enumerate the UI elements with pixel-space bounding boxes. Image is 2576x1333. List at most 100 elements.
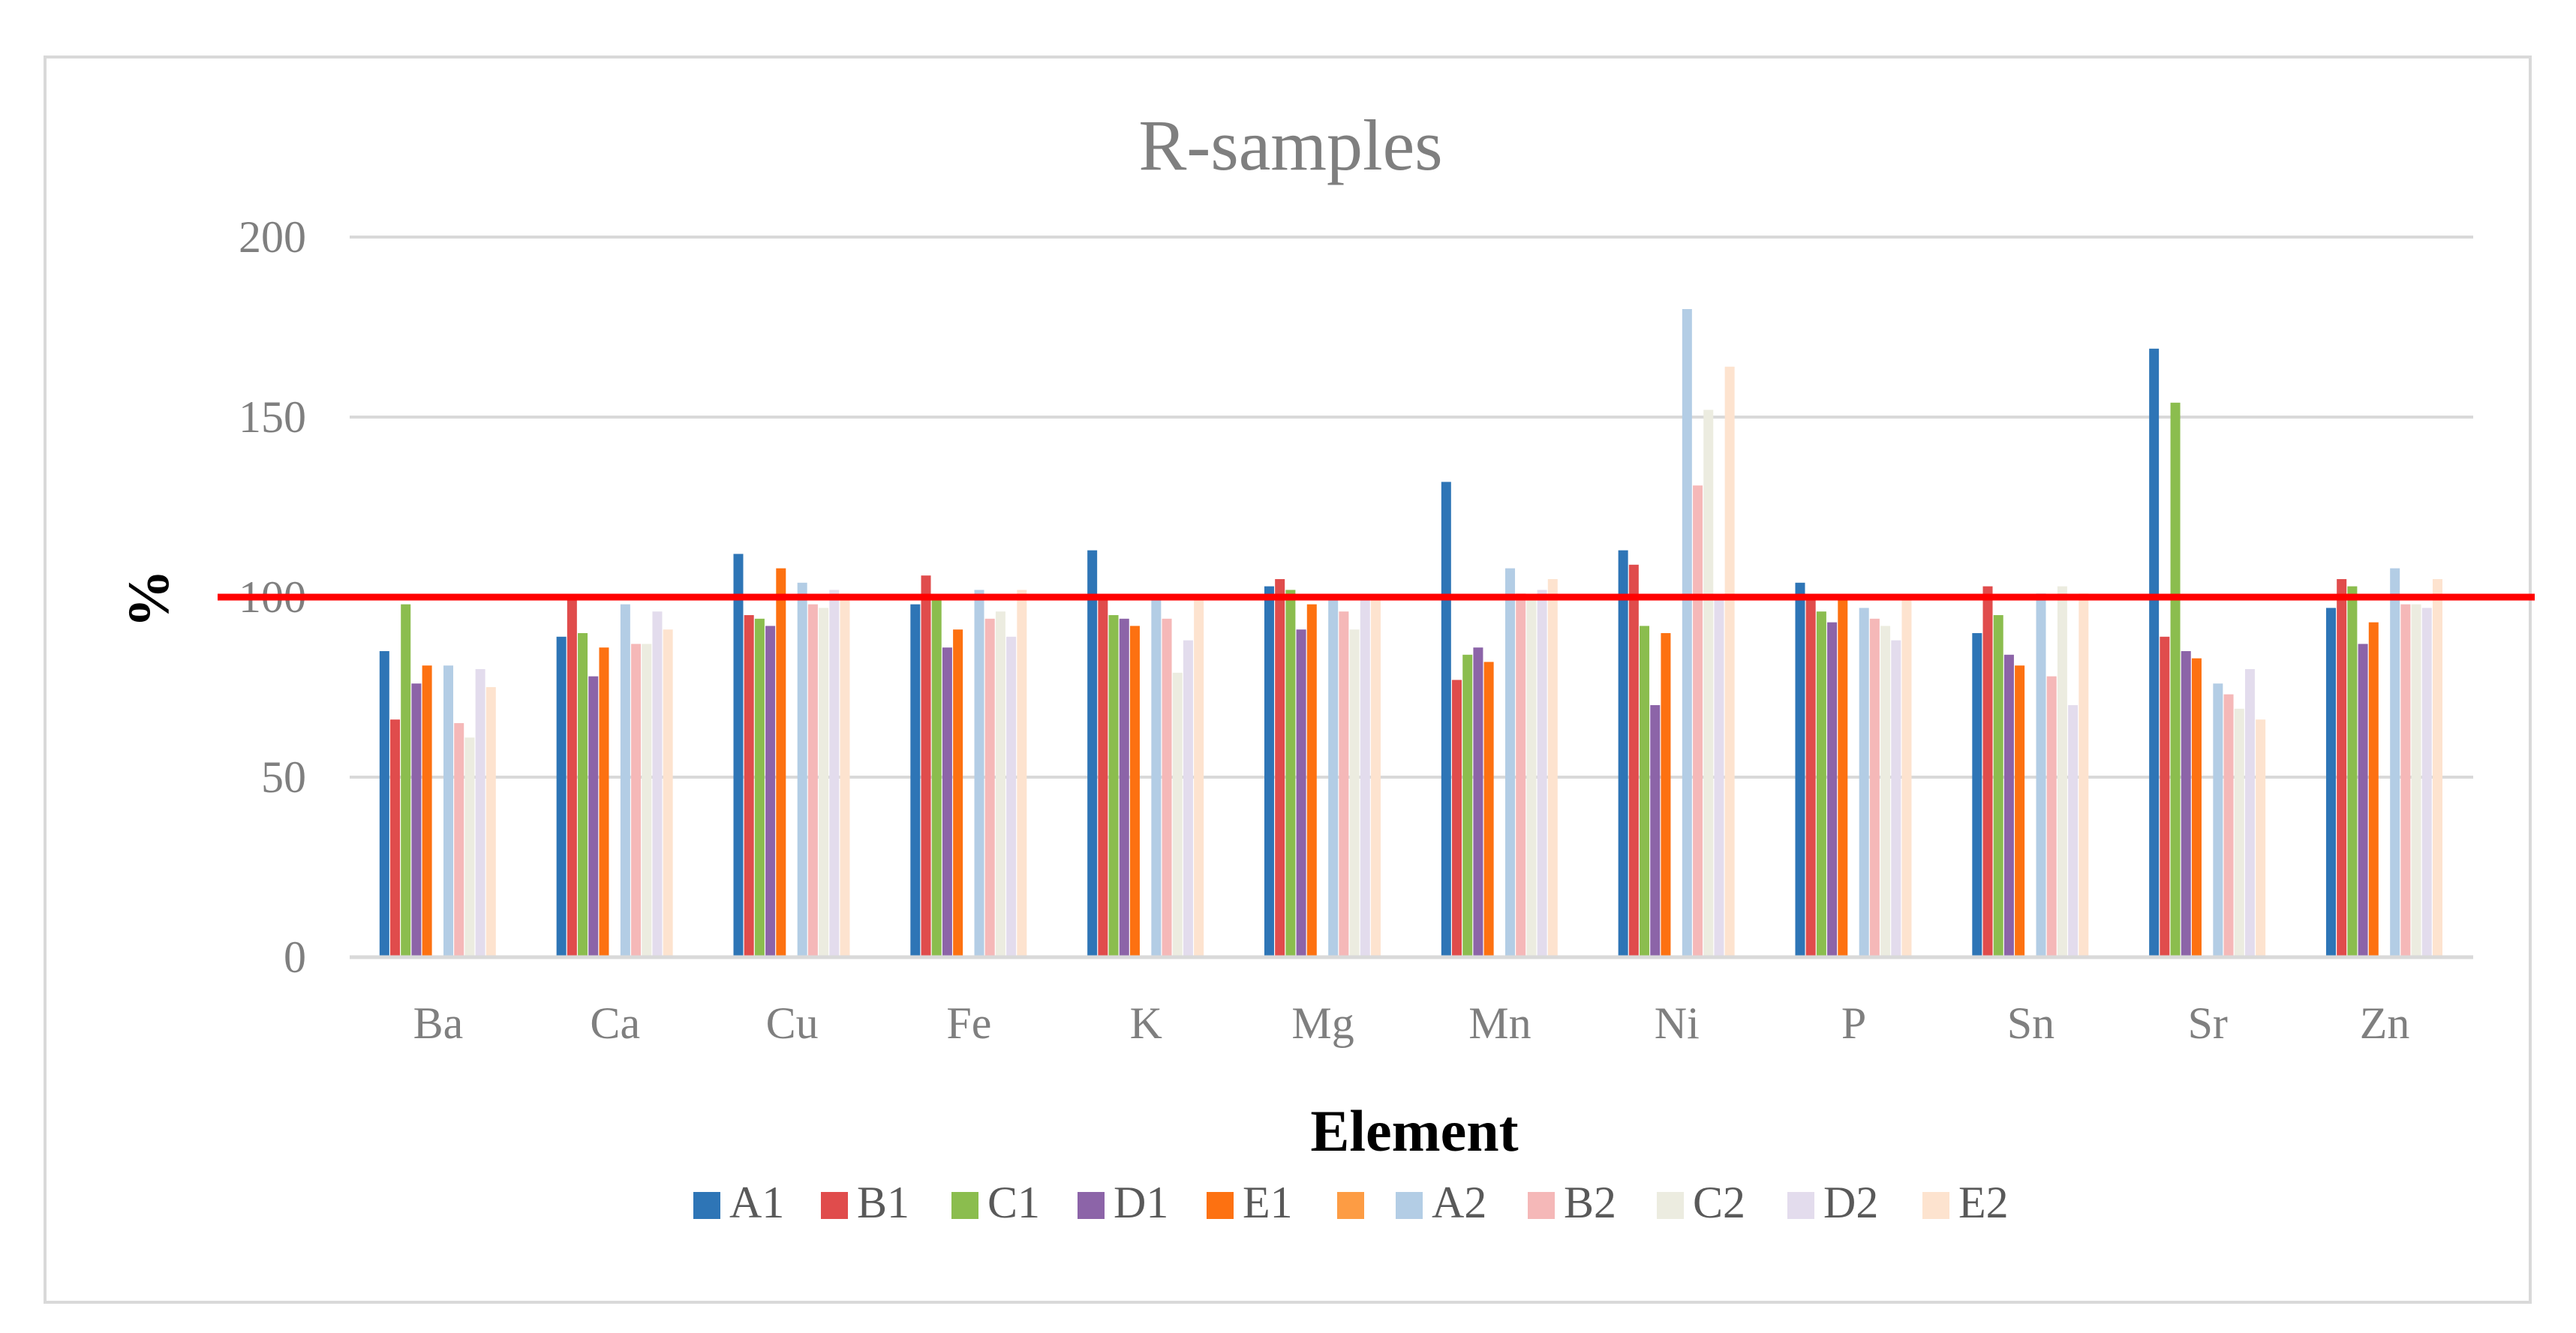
legend-label: C1 <box>987 1178 1040 1227</box>
bar-B1-Zn <box>2337 579 2347 957</box>
bar-E1-Ni <box>1661 633 1671 957</box>
bar-B1-Cu <box>744 615 754 957</box>
x-tick-label: Cu <box>766 998 819 1048</box>
bar-E1-Fe <box>953 629 963 957</box>
bar-D2-Fe <box>1006 636 1017 957</box>
bar-E2-Mg <box>1370 597 1381 957</box>
legend-swatch <box>1396 1192 1423 1219</box>
bar-D1-Mn <box>1473 647 1483 957</box>
legend-item-C2: C2 <box>1657 1178 1745 1227</box>
y-axis-title: % <box>116 569 181 628</box>
bar-B1-K <box>1098 597 1108 957</box>
bar-C1-Mn <box>1462 654 1473 957</box>
x-tick-label: Mg <box>1291 998 1354 1048</box>
legend-swatch <box>1657 1192 1684 1219</box>
legend-swatch <box>1078 1192 1105 1219</box>
bar-A2-K <box>1151 597 1162 957</box>
bar-B1-P <box>1805 597 1816 957</box>
x-tick-label: K <box>1130 998 1162 1048</box>
y-tick-label: 50 <box>261 752 306 802</box>
bar-C1-Sr <box>2170 402 2181 957</box>
bar-A1-Ni <box>1618 550 1628 957</box>
bar-C1-Fe <box>931 597 942 957</box>
bar-C1-Ca <box>578 633 588 957</box>
legend-swatch <box>821 1192 848 1219</box>
bar-A2-Ba <box>443 665 454 957</box>
bar-A2-Cu <box>797 582 807 957</box>
legend-label: B2 <box>1564 1178 1616 1227</box>
bar-D2-Ni <box>1714 597 1724 957</box>
x-tick-label: Sr <box>2188 998 2228 1048</box>
bar-B2-Zn <box>2400 604 2411 957</box>
bar-D1-Ca <box>588 676 599 957</box>
bar-E2-Ba <box>485 687 496 957</box>
bar-E2-Cu <box>840 593 850 957</box>
y-tick-label: 200 <box>239 212 306 262</box>
legend-item-E1: E1 <box>1207 1178 1293 1227</box>
bar-A2-Zn <box>2390 568 2400 957</box>
x-tick-label: Ni <box>1655 998 1700 1048</box>
legend-item-C1: C1 <box>951 1178 1040 1227</box>
bar-D2-Mg <box>1360 597 1370 957</box>
bar-C1-Zn <box>2347 586 2358 957</box>
legend-label: A1 <box>729 1178 784 1227</box>
bar-C2-Zn <box>2411 604 2421 957</box>
bar-B1-Sr <box>2160 636 2170 957</box>
x-tick-label: P <box>1841 998 1866 1048</box>
bar-D2-Zn <box>2421 608 2432 957</box>
bar-E2-Ni <box>1724 366 1735 957</box>
bar-E2-Sn <box>2079 593 2089 957</box>
bar-A2-P <box>1859 608 1869 957</box>
bar-A1-Fe <box>910 604 921 957</box>
bar-C1-Mg <box>1285 590 1296 957</box>
legend-label: A2 <box>1432 1178 1486 1227</box>
bar-C2-Sr <box>2234 708 2244 957</box>
bar-B1-Mg <box>1275 579 1285 957</box>
bar-B1-Sn <box>1982 586 1993 957</box>
bar-E1-Sn <box>2015 665 2025 957</box>
bar-C1-Ba <box>401 604 411 957</box>
bar-B1-Ni <box>1628 564 1639 957</box>
legend-item-unnamed <box>1337 1192 1364 1219</box>
y-tick-label: 0 <box>284 932 306 982</box>
bar-E1-Cu <box>776 568 786 957</box>
bar-D1-Ba <box>411 683 422 957</box>
legend-label: D2 <box>1823 1178 1878 1227</box>
bar-E2-P <box>1901 597 1912 957</box>
bar-D2-Ba <box>475 669 485 957</box>
bar-B2-Cu <box>807 604 818 957</box>
bar-C2-Mg <box>1349 629 1360 957</box>
bar-A1-Ca <box>556 636 567 957</box>
legend-swatch <box>1528 1192 1555 1219</box>
bar-D2-Ca <box>652 611 663 957</box>
bar-A2-Sn <box>2036 593 2046 957</box>
bar-B2-Ba <box>454 723 464 957</box>
bar-D1-Sn <box>2003 654 2014 957</box>
bar-A1-Cu <box>733 554 744 957</box>
legend-swatch <box>1922 1192 1949 1219</box>
legend-label: B1 <box>857 1178 909 1227</box>
bar-D2-Sr <box>2244 669 2255 957</box>
bar-A2-Fe <box>974 590 984 957</box>
y-tick-label: 150 <box>239 392 306 442</box>
bar-D2-P <box>1891 640 1901 957</box>
bar-E2-Sr <box>2256 719 2266 957</box>
bar-A2-Ni <box>1682 309 1692 957</box>
bar-C2-Ca <box>642 644 652 957</box>
bar-E1-Mg <box>1306 604 1317 957</box>
bar-D2-Mn <box>1537 590 1547 957</box>
bar-D1-Fe <box>942 647 952 957</box>
bar-C1-Sn <box>1993 615 2003 957</box>
bar-C2-Ba <box>464 737 475 957</box>
bar-C2-P <box>1880 626 1891 957</box>
bar-A2-Mg <box>1328 597 1339 957</box>
bar-E1-Sr <box>2191 658 2202 957</box>
bar-B2-Fe <box>984 618 995 957</box>
legend-item-D1: D1 <box>1078 1178 1168 1227</box>
bar-E1-Ba <box>422 665 432 957</box>
bar-A1-Mn <box>1441 482 1451 957</box>
legend-label: E1 <box>1243 1178 1293 1227</box>
bar-A2-Ca <box>620 604 630 957</box>
legend-item-A1: A1 <box>693 1178 784 1227</box>
bar-D1-P <box>1827 622 1838 957</box>
